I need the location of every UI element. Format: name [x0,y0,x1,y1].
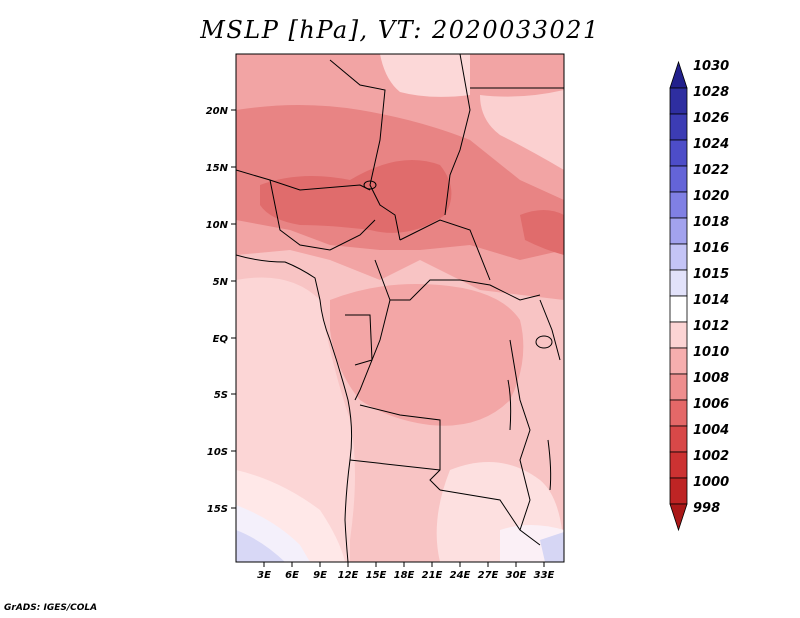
lat-label: 5N [213,277,229,288]
lake-chad [363,180,377,190]
colorbar-label: 1026 [693,111,729,126]
lon-label: 15E [366,570,387,581]
pressure-1016 [236,530,285,562]
colorbar-swatch [669,269,688,297]
border-niger-chad [329,59,401,241]
colorbar: 1030 1028 1026 1024 1022 1020 1018 1016 1015 1014… [669,59,729,532]
colorbar-swatch [669,191,688,219]
border-car [399,219,491,281]
colorbar-label: 1024 [693,137,729,152]
colorbar-swatch [669,373,688,401]
lon-label: 12E [338,570,359,581]
lat-label: 20N [206,106,229,117]
lat-axis: 20N 15N 10N 5N EQ 5S 10S 15S [206,106,236,515]
colorbar-swatch [669,503,688,532]
lon-label: 3E [257,570,271,581]
lake-tanganyika [507,379,512,431]
colorbar-label: 1015 [693,267,729,282]
colorbar-label: 1014 [693,293,729,308]
colorbar-swatch [669,451,688,479]
colorbar-label: 998 [693,501,720,516]
lon-label: 21E [422,570,443,581]
lon-label: 9E [313,570,327,581]
lon-label: 30E [506,570,527,581]
border-nigeria [269,179,376,251]
pressure-high-north [380,54,470,97]
colorbar-swatch [669,347,688,375]
lake-victoria [535,335,553,349]
lon-label: 27E [478,570,499,581]
colorbar-label: 1020 [693,189,729,204]
border-east [509,339,531,531]
border-angola [359,404,441,491]
colorbar-label: 1016 [693,241,729,256]
colorbar-label: 1030 [693,59,729,74]
pressure-high-northeast [480,90,564,170]
lat-label: EQ [213,334,229,345]
colorbar-swatch [669,425,688,453]
lakes [363,180,553,491]
lat-label: 15N [206,163,229,174]
lon-label: 33E [534,570,555,581]
colorbar-swatch [669,113,688,141]
border-east-africa [539,299,561,361]
border-drc-north [374,259,541,301]
west-coastline [236,254,353,562]
colorbar-label: 1012 [693,319,729,334]
colorbar-swatch [669,295,688,323]
colorbar-label: 1022 [693,163,729,178]
lon-label: 6E [285,570,299,581]
colorbar-swatch [669,87,688,115]
border-gabon [345,314,373,366]
lon-label: 24E [450,570,471,581]
pressure-southeast-1016 [540,532,564,562]
colorbar-swatch [669,165,688,193]
lat-label: 10S [207,447,228,458]
colorbar-swatch [669,139,688,167]
colorbar-label: 1010 [693,345,729,360]
lat-label: 5S [214,390,228,401]
lake-malawi [547,439,552,491]
map-frame [235,53,565,563]
colorbar-swatch [669,217,688,245]
lon-label: 18E [394,570,415,581]
colorbar-swatch [669,399,688,427]
border-congo [354,299,391,401]
grads-credit: GrADS: IGES/COLA [4,603,98,613]
pressure-low-1006 [260,160,452,233]
border-zambia [439,489,541,546]
colorbar-swatch [669,477,688,505]
lat-label: 15S [207,504,228,515]
colorbar-label: 1028 [693,85,729,100]
colorbar-label: 1006 [693,397,729,412]
colorbar-swatch [669,243,688,271]
colorbar-swatch [669,60,688,89]
border-sudan [444,54,471,216]
colorbar-label: 1008 [693,371,729,386]
colorbar-label: 1002 [693,449,729,464]
colorbar-swatch [669,321,688,349]
map-area [236,54,564,562]
lon-axis: 3E 6E 9E 12E 15E 18E 21E 24E 27E 30E 33E [257,562,555,581]
colorbar-label: 1004 [693,423,729,438]
map-title: MSLP [hPa], VT: 2020033021 [200,16,600,44]
border-angola-namibia [349,459,441,471]
colorbar-label: 1018 [693,215,729,230]
border-sahel [236,169,371,191]
coastlines-borders [236,54,564,562]
lat-label: 10N [206,220,229,231]
pressure-low-1006-east [520,210,564,255]
pressure-band-congo [330,284,524,426]
colorbar-label: 1000 [693,475,729,490]
